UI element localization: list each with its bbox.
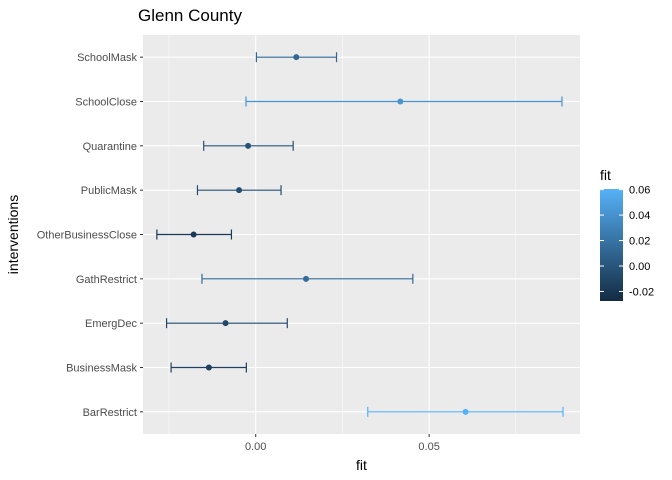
y-tick-label: OtherBusinessClose <box>37 230 137 242</box>
legend-tick-label: 0.02 <box>629 236 650 248</box>
legend: fit 0.06 0.04 0.02 0.00 -0.02 <box>600 167 654 301</box>
legend-tick-label: 0.04 <box>629 210 650 222</box>
point-EmergDec <box>222 320 229 327</box>
point-PublicMask <box>236 187 243 194</box>
x-tick-label: 0.05 <box>418 441 439 453</box>
y-tick-label: EmergDec <box>85 318 137 330</box>
legend-ticks: 0.06 0.04 0.02 0.00 -0.02 <box>600 185 654 298</box>
y-tick-label: GathRestrict <box>76 274 137 286</box>
point-OtherBusinessClose <box>190 231 197 238</box>
point-SchoolMask <box>293 54 300 61</box>
point-BusinessMask <box>205 364 212 371</box>
y-tick-label: SchoolMask <box>77 52 137 64</box>
y-tick-label: PublicMask <box>81 185 138 197</box>
point-SchoolClose <box>397 98 404 105</box>
legend-tick-label: 0.06 <box>629 185 650 197</box>
point-BarRestrict <box>462 408 469 415</box>
y-axis-title: interventions <box>5 195 21 274</box>
legend-colorbar <box>600 189 623 301</box>
x-axis-title: fit <box>356 457 367 473</box>
chart-marks <box>156 52 564 417</box>
point-Quarantine <box>245 142 252 149</box>
legend-title: fit <box>600 167 611 183</box>
y-tick-label: Quarantine <box>83 141 137 153</box>
legend-tick-label: 0.00 <box>629 261 650 273</box>
x-tick-label: 0.00 <box>245 441 266 453</box>
chart-title: Glenn County <box>138 6 242 25</box>
point-GathRestrict <box>303 275 310 282</box>
y-tick-label: BarRestrict <box>83 407 137 419</box>
x-axis-ticks: 0.00 0.05 <box>245 434 440 453</box>
y-tick-label: SchoolClose <box>75 97 137 109</box>
y-tick-label: BusinessMask <box>66 363 137 375</box>
y-axis-ticks: SchoolMask SchoolClose Quarantine PublicMas… <box>37 52 143 419</box>
legend-tick-label: -0.02 <box>629 286 654 298</box>
